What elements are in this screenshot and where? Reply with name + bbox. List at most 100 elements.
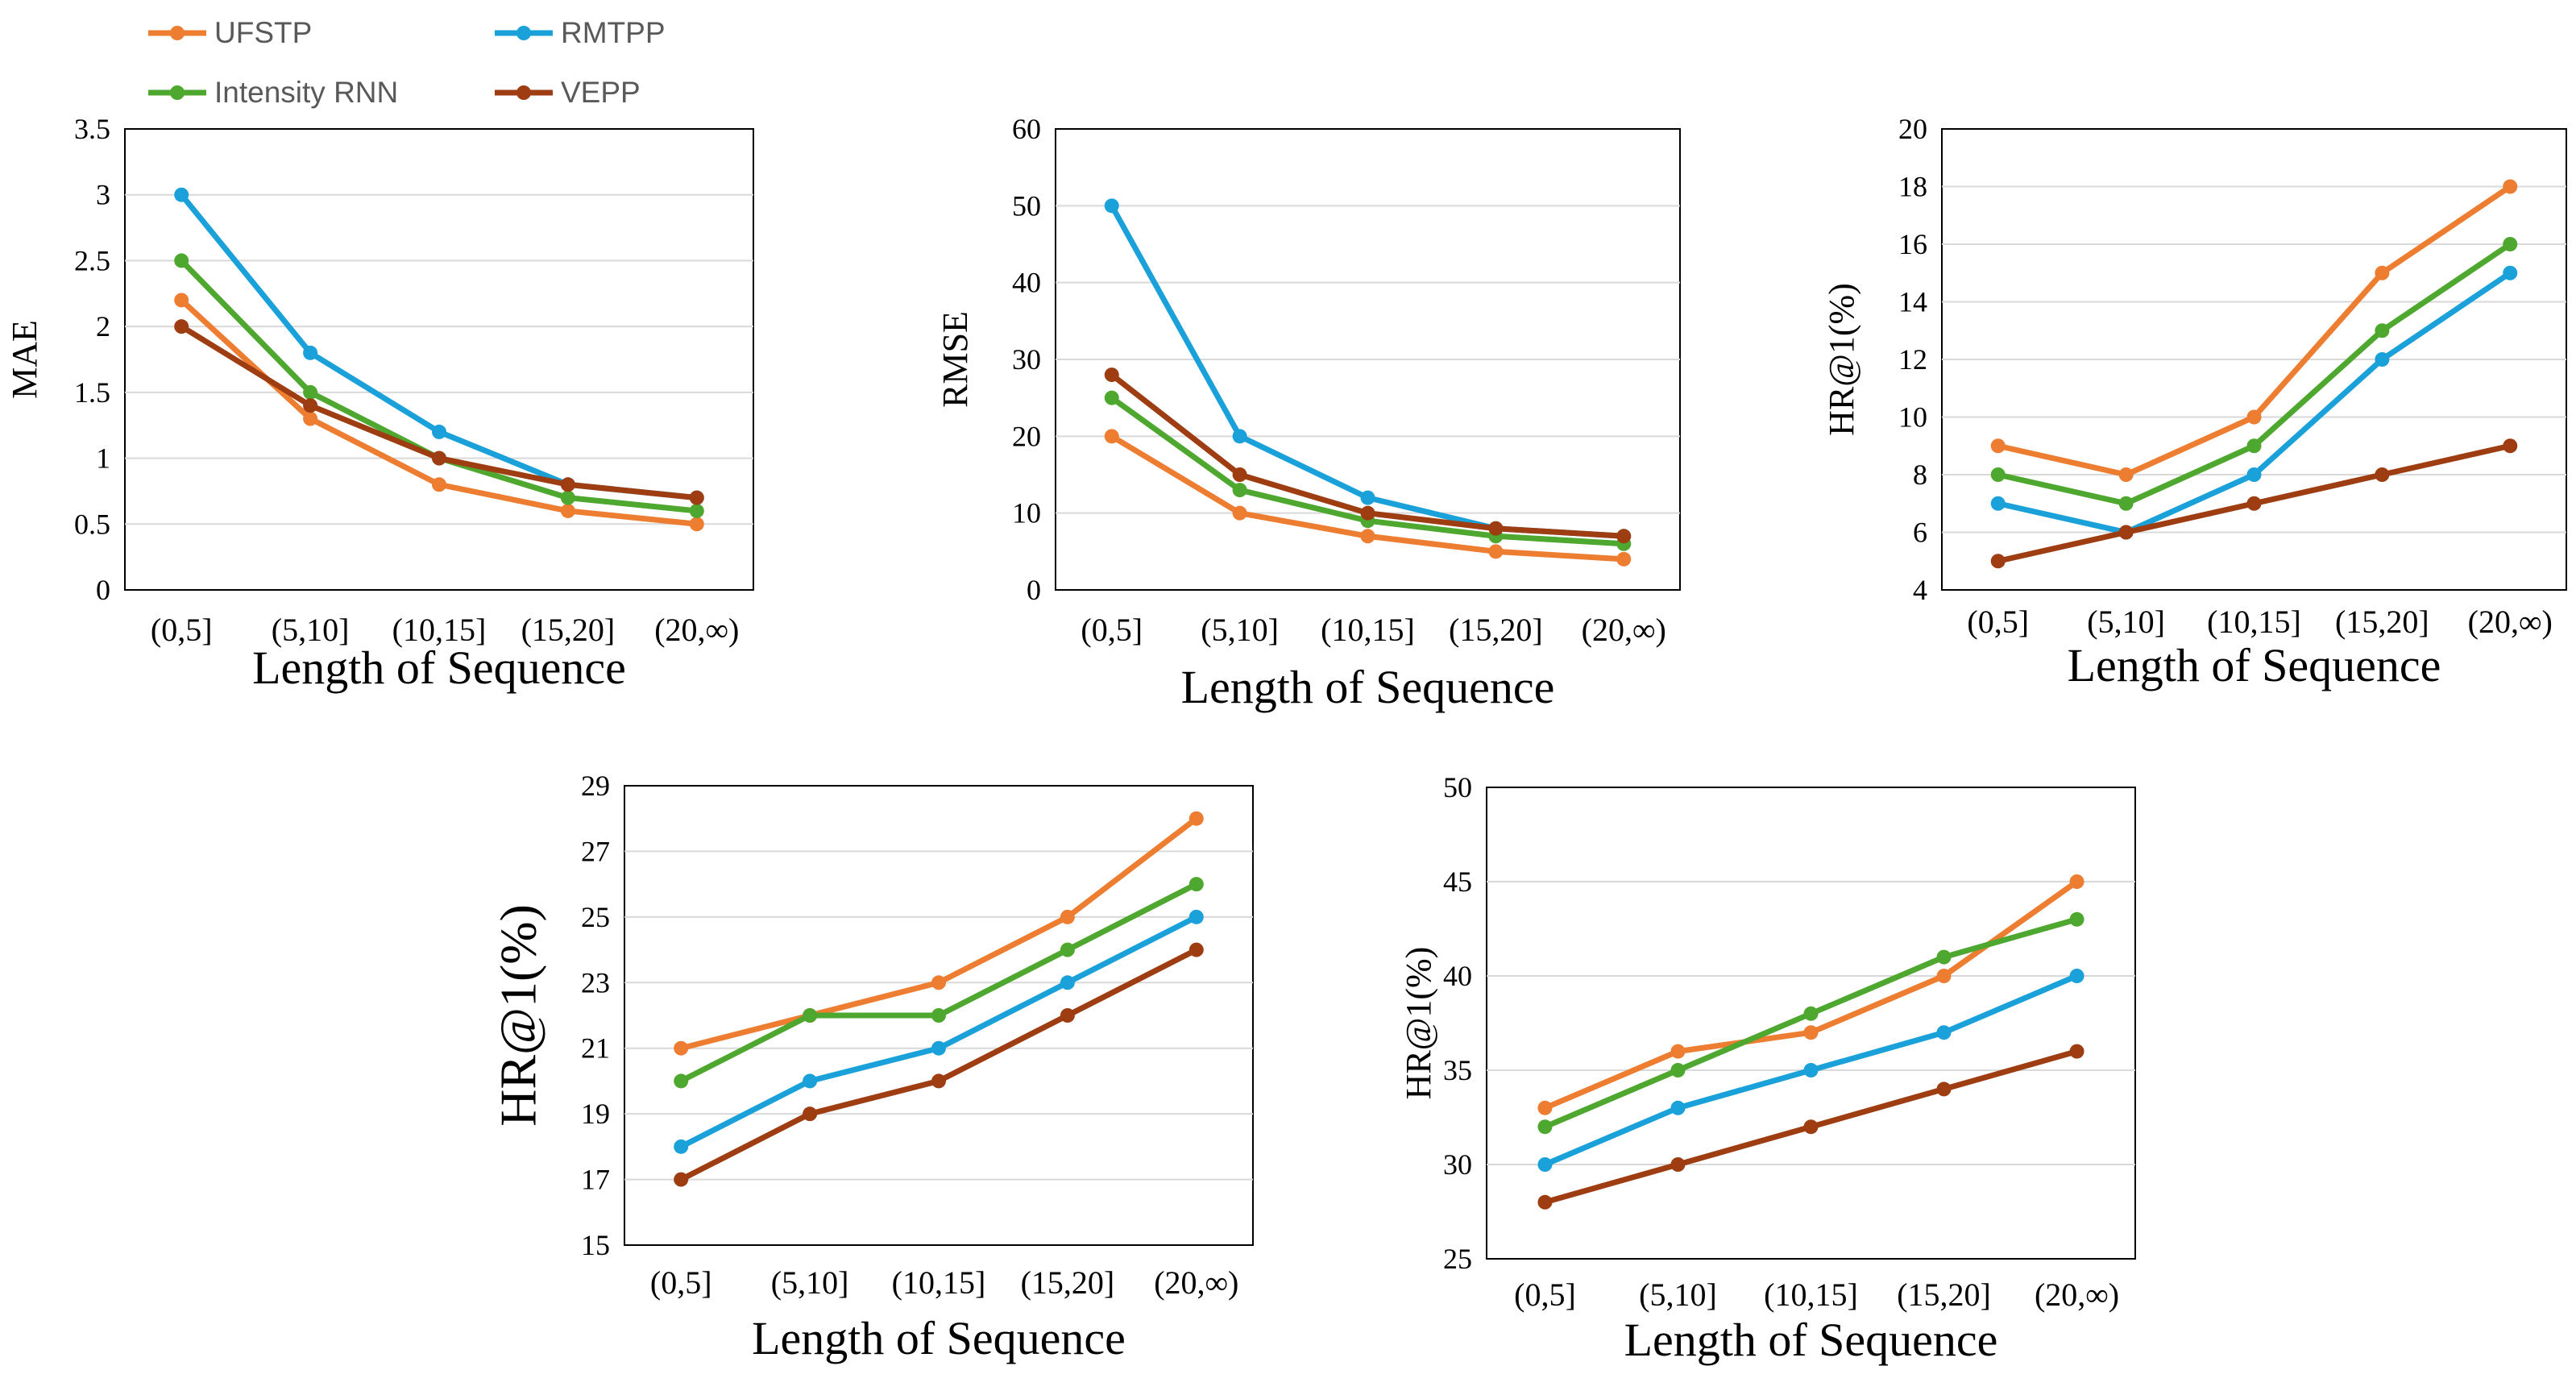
chart-4-series-intensity-rnn [674, 877, 1204, 1089]
chart-2-xtick-label: (15,20] [1449, 612, 1543, 648]
chart-1-ytick-label: 0.5 [74, 508, 110, 540]
chart-5-ylabel: HR@1(%) [1399, 947, 1438, 1100]
chart-2-series-vepp [1104, 367, 1632, 544]
chart-1-ytick-label: 0 [96, 574, 110, 606]
chart-1-line-intensity-rnn [179, 258, 698, 514]
chart-4-point-ufstp [674, 1040, 689, 1056]
chart-2-point-vepp [1104, 367, 1119, 383]
chart-2-point-vepp [1232, 467, 1247, 482]
chart-4-point-vepp [674, 1172, 689, 1187]
chart-4-xtick-label: (20,∞) [1154, 1264, 1238, 1301]
chart-1: 0 0.5 1 1.5 2 2.5 3 3.5 (0,5] (5,10] (10,15] (15,20… [5, 113, 754, 694]
chart-2-ytick-label: 50 [1012, 189, 1041, 222]
chart-3-point-ufstp [1990, 438, 2006, 454]
chart-4-point-vepp [803, 1106, 818, 1122]
chart-4-xtick-label: (10,15] [892, 1264, 986, 1301]
legend-label-intensity-rnn: Intensity RNN [214, 76, 399, 109]
chart-4-point-ufstp [1060, 909, 1075, 924]
chart-4-point-vepp [1060, 1008, 1075, 1023]
chart-1-point-vepp [689, 490, 704, 505]
legend-label-vepp: VEPP [561, 76, 641, 109]
chart-2-xtick-label: (20,∞) [1582, 612, 1666, 648]
chart-4-point-intensity-rnn [803, 1008, 818, 1023]
chart-2-series-intensity-rnn [1104, 390, 1632, 551]
chart-5-series-intensity-rnn [1537, 911, 2084, 1135]
chart-1-point-rmtpp [303, 345, 318, 360]
legend-swatch-vepp [495, 85, 553, 100]
chart-3-point-vepp [2375, 467, 2390, 482]
chart-2-line-rmtpp [1109, 204, 1624, 539]
chart-4-point-intensity-rnn [674, 1073, 689, 1089]
chart-5-xtick-label: (0,5] [1514, 1277, 1576, 1313]
chart-2-series-rmtpp [1104, 198, 1632, 544]
chart-1-xtick-label: (15,20] [521, 612, 616, 648]
chart-2-point-vepp [1616, 529, 1632, 544]
chart-4-ytick-label: 27 [581, 835, 610, 867]
chart-5-xtick-label: (10,15] [1764, 1277, 1858, 1313]
chart-2-ylabel: RMSE [935, 311, 975, 408]
chart-5-series-ufstp [1537, 874, 2084, 1115]
chart-4-point-vepp [1188, 942, 1204, 957]
chart-4-xtick-label: (5,10] [771, 1264, 849, 1301]
chart-1-point-intensity-rnn [174, 253, 189, 268]
chart-3-ytick-label: 18 [1898, 171, 1927, 203]
chart-3-ytick-label: 14 [1898, 286, 1927, 318]
chart-4-xtick-label: (15,20] [1021, 1264, 1115, 1301]
chart-2-xlabel: Length of Sequence [1181, 661, 1555, 713]
chart-1-point-ufstp [689, 517, 704, 532]
chart-5-ytick-label: 40 [1443, 960, 1472, 992]
chart-2-ytick-label: 20 [1012, 420, 1041, 452]
chart-5-xtick-label: (20,∞) [2035, 1277, 2119, 1313]
chart-3-point-intensity-rnn [2503, 237, 2518, 251]
chart-3-point-vepp [2503, 438, 2518, 454]
chart-4-ytick-label: 19 [581, 1098, 610, 1130]
chart-1-xtick-label: (5,10] [272, 612, 350, 648]
chart-5-series-vepp [1537, 1044, 2084, 1210]
chart-1-point-ufstp [303, 411, 318, 426]
chart-4-ytick-label: 21 [581, 1032, 610, 1065]
chart-2-ytick-label: 0 [1027, 574, 1041, 606]
chart-3-xtick-label: (0,5] [1967, 604, 2029, 640]
chart-2-ytick-label: 10 [1012, 497, 1041, 529]
chart-3-point-vepp [2246, 496, 2262, 511]
chart-3-point-ufstp [2246, 409, 2262, 425]
chart-3-point-rmtpp [1990, 496, 2006, 511]
chart-5-point-rmtpp [1537, 1157, 1553, 1172]
legend-label-ufstp: UFSTP [214, 16, 313, 49]
chart-4-ytick-label: 17 [581, 1164, 610, 1196]
legend-item-rmtpp: RMTPP [492, 16, 666, 50]
chart-5-point-ufstp [1537, 1100, 1553, 1115]
chart-1-ytick-label: 2 [96, 310, 110, 343]
chart-1-ytick-label: 3 [96, 179, 110, 211]
chart-5-xtick-label: (5,10] [1639, 1277, 1717, 1313]
chart-3-point-rmtpp [2503, 265, 2518, 280]
chart-5-point-rmtpp [1803, 1063, 1819, 1077]
chart-1-point-vepp [303, 398, 318, 413]
chart-4-point-intensity-rnn [931, 1008, 946, 1023]
chart-3-xtick-label: (15,20] [2335, 604, 2429, 640]
chart-1-series-vepp [174, 319, 704, 505]
chart-3-point-intensity-rnn [2118, 496, 2134, 511]
chart-4-point-rmtpp [1060, 975, 1075, 990]
chart-5-point-vepp [1670, 1157, 1686, 1172]
chart-1-ytick-label: 3.5 [74, 113, 110, 145]
legend-item-ufstp: UFSTP [145, 16, 312, 50]
chart-2-ytick-label: 40 [1012, 267, 1041, 299]
chart-3-ylabel: HR@1(%) [1822, 283, 1861, 436]
chart-3-ytick-label: 4 [1913, 574, 1927, 606]
chart-1-ytick-label: 1.5 [74, 376, 110, 409]
chart-1-ytick-label: 2.5 [74, 244, 110, 276]
chart-4-ytick-label: 25 [581, 901, 610, 933]
chart-3: 4 6 8 10 12 14 16 18 20 (0,5] (5,10] (10,15] (15,20]… [1822, 113, 2567, 691]
chart-2-xtick-label: (10,15] [1321, 612, 1415, 648]
chart-5-ytick-label: 25 [1443, 1243, 1472, 1275]
chart-4-ytick-label: 23 [581, 966, 610, 999]
chart-5-point-intensity-rnn [2069, 911, 2084, 927]
chart-2: 0 10 20 30 40 50 60 (0,5] (5,10] (10,15] (15,20] (2… [935, 113, 1681, 713]
chart-2-point-ufstp [1104, 429, 1119, 444]
chart-5: 25 30 35 40 45 50 (0,5] (5,10] (10,15] (15,20] (20… [1399, 771, 2136, 1366]
chart-3-point-ufstp [2375, 265, 2390, 280]
chart-4-ytick-label: 15 [581, 1229, 610, 1261]
chart-3-xtick-label: (10,15] [2207, 604, 2301, 640]
